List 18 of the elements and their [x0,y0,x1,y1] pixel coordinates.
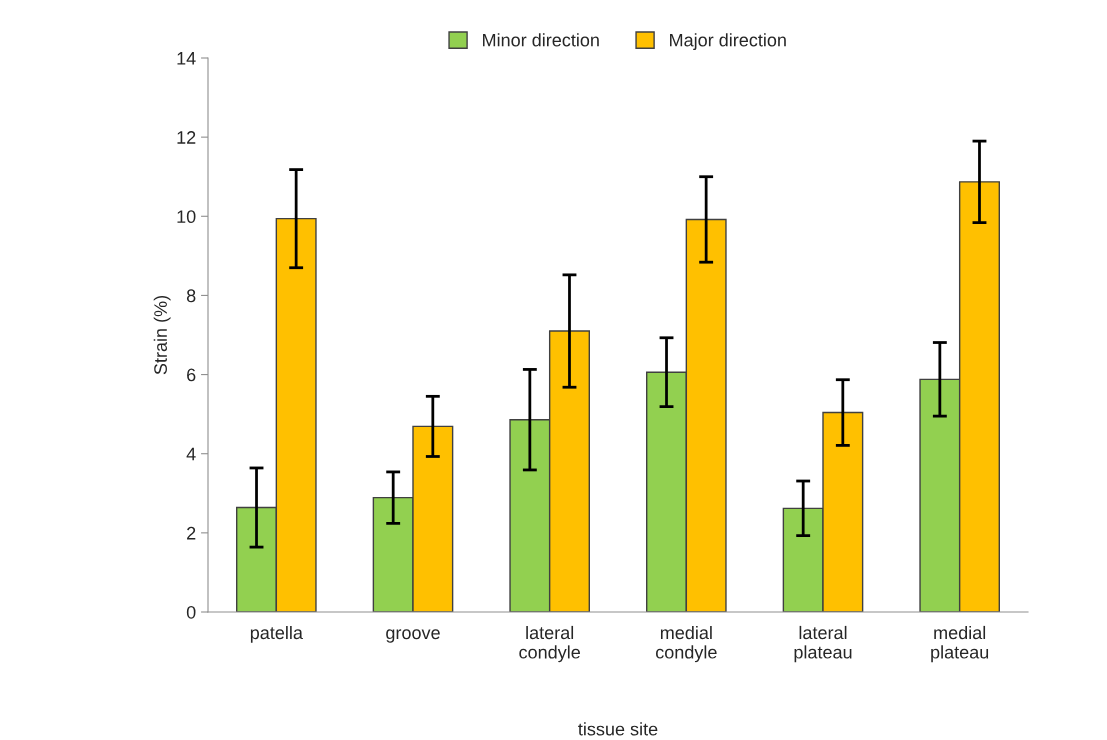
legend-label: Minor direction [483,33,599,47]
y-tick-label: 6 [187,368,196,382]
y-tick-label: 12 [177,131,196,144]
x-tick-label: lateral plateau [794,625,852,663]
y-axis-title: Strain (%) [153,295,171,375]
legend-label: Major direction [670,33,786,51]
x-axis-title: tissue site [578,722,658,736]
y-tick-label: 14 [177,52,196,65]
y-tick-label: 10 [177,210,196,224]
x-tick-label: patella [250,625,303,643]
y-tick-label: 4 [186,447,196,461]
y-tick-label: 0 [186,605,196,619]
x-tick-label: medial plateau [931,625,989,663]
y-tick-label: 2 [187,526,196,540]
x-tick-label: lateral condyle [519,625,580,663]
x-tick-label: medial condyle [655,625,717,663]
x-tick-label: groove [386,629,440,643]
y-tick-label: 8 [186,289,196,303]
